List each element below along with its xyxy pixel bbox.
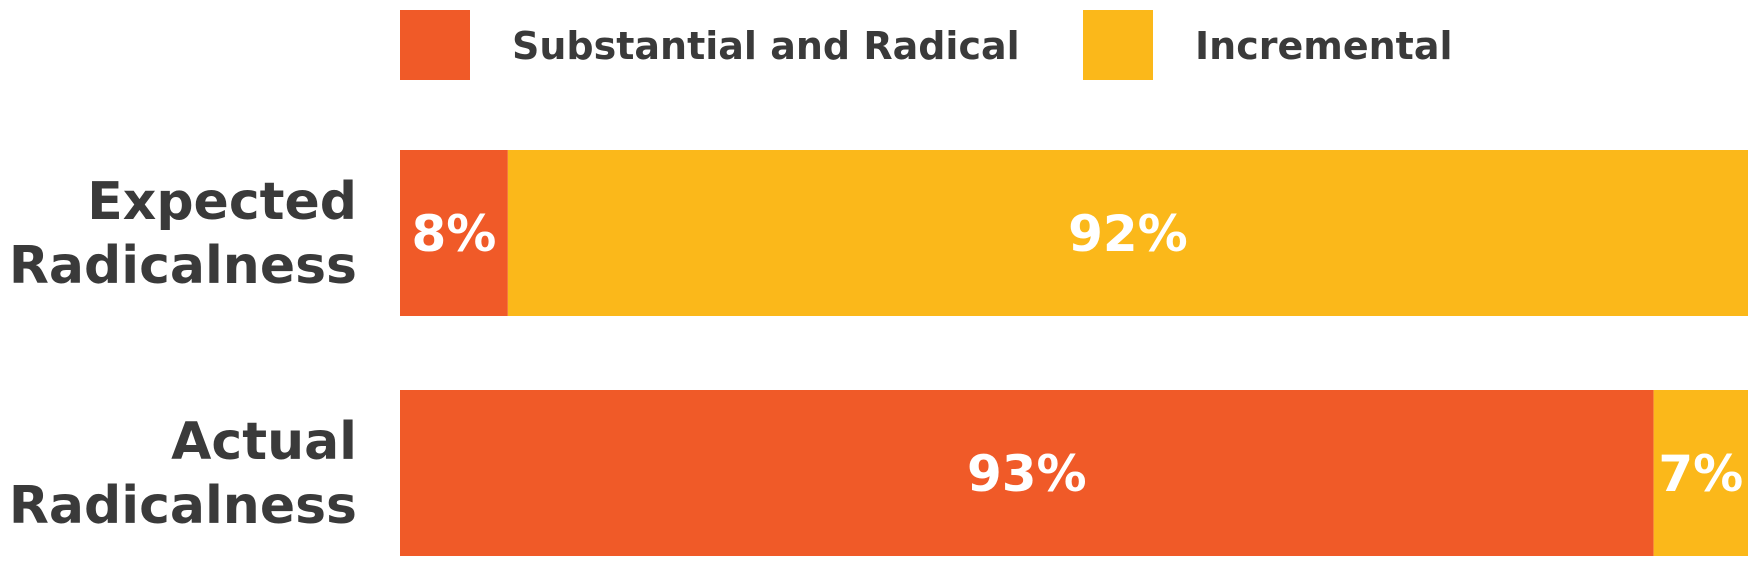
plot-area: 8% 92% 93% 7%	[400, 150, 1749, 556]
bar-segment-1-2	[507, 150, 1749, 316]
data-label-1-1: 8%	[411, 205, 496, 263]
bar-segment-1-1	[400, 150, 508, 316]
bar-segment-2-2	[1653, 390, 1748, 556]
legend-label-2: Incremental	[1195, 24, 1452, 68]
data-label-1-2: 92%	[1068, 205, 1188, 263]
category-label-2-line-1: Actual	[171, 412, 357, 472]
bar-segment-2-1	[400, 390, 1654, 556]
data-label-2-2: 7%	[1658, 445, 1743, 503]
legend: Substantial and Radical Incremental	[400, 10, 1452, 80]
legend-swatch-1	[400, 10, 470, 80]
legend-swatch-2	[1083, 10, 1153, 80]
category-label-1-line-1: Expected	[87, 172, 357, 232]
legend-label-1: Substantial and Radical	[512, 24, 1020, 68]
category-label-2-line-2: Radicalness	[9, 476, 357, 536]
data-label-2-1: 93%	[967, 445, 1087, 503]
category-label-1-line-2: Radicalness	[9, 236, 357, 296]
